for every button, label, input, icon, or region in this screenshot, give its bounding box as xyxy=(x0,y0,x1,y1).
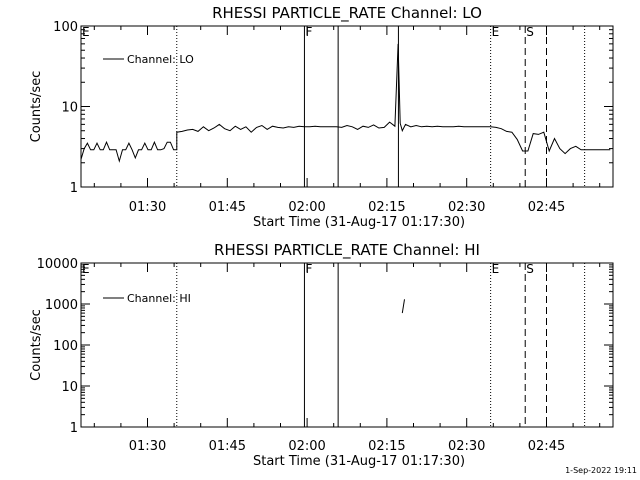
x-tick-label: 02:00 xyxy=(288,439,325,454)
y-tick-label: 10 xyxy=(61,101,78,116)
x-tick-label: 01:45 xyxy=(209,439,246,454)
event-marker-label: S xyxy=(526,262,534,276)
event-marker-label: E xyxy=(82,25,90,39)
x-tick-label: 02:45 xyxy=(528,439,565,454)
y-axis-label: Counts/sec xyxy=(29,71,44,143)
y-tick-label: 10 xyxy=(61,380,78,395)
x-axis-label: Start Time (31-Aug-17 01:17:30) xyxy=(253,454,465,469)
y-tick-label: 1000 xyxy=(45,298,78,313)
x-axis-label: Start Time (31-Aug-17 01:17:30) xyxy=(253,215,465,230)
x-tick-label: 01:30 xyxy=(129,439,166,454)
event-marker-label: E xyxy=(82,262,90,276)
footer-timestamp: 1-Sep-2022 19:11 xyxy=(565,466,637,475)
x-tick-label: 02:15 xyxy=(368,200,405,215)
x-tick-label: 02:30 xyxy=(448,439,485,454)
event-marker-label: E xyxy=(492,25,500,39)
series-line xyxy=(401,299,405,314)
chart-title: RHESSI PARTICLE_RATE Channel: HI xyxy=(214,241,480,260)
x-tick-label: 02:30 xyxy=(448,200,485,215)
lo-channel-panel: RHESSI PARTICLE_RATE Channel: LO 1 10 100 Co… xyxy=(29,4,614,230)
y-tick-label: 100 xyxy=(53,339,78,354)
hi-channel-panel: RHESSI PARTICLE_RATE Channel: HI 1 10 100 10… xyxy=(29,241,614,469)
chart-title: RHESSI PARTICLE_RATE Channel: LO xyxy=(212,4,482,23)
plot-frame xyxy=(80,25,614,188)
plot-frame xyxy=(80,262,614,428)
y-tick-label: 100 xyxy=(53,20,78,35)
legend-label: Channel: LO xyxy=(127,53,194,66)
event-marker-label: S xyxy=(526,25,534,39)
x-tick-label: 02:45 xyxy=(528,200,565,215)
x-tick-label: 02:15 xyxy=(368,439,405,454)
x-tick-label: 01:45 xyxy=(209,200,246,215)
x-tick-label: 01:30 xyxy=(129,200,166,215)
legend-label: Channel: HI xyxy=(127,292,191,305)
x-tick-label: 02:00 xyxy=(288,200,325,215)
event-marker-label: F xyxy=(305,25,312,39)
event-marker-label: F xyxy=(305,262,312,276)
series-line xyxy=(80,43,611,163)
y-tick-label: 1 xyxy=(70,181,78,196)
y-tick-label: 1 xyxy=(70,421,78,436)
event-marker-label: E xyxy=(492,262,500,276)
y-tick-label: 10000 xyxy=(37,257,78,272)
y-axis-label: Counts/sec xyxy=(29,309,44,381)
